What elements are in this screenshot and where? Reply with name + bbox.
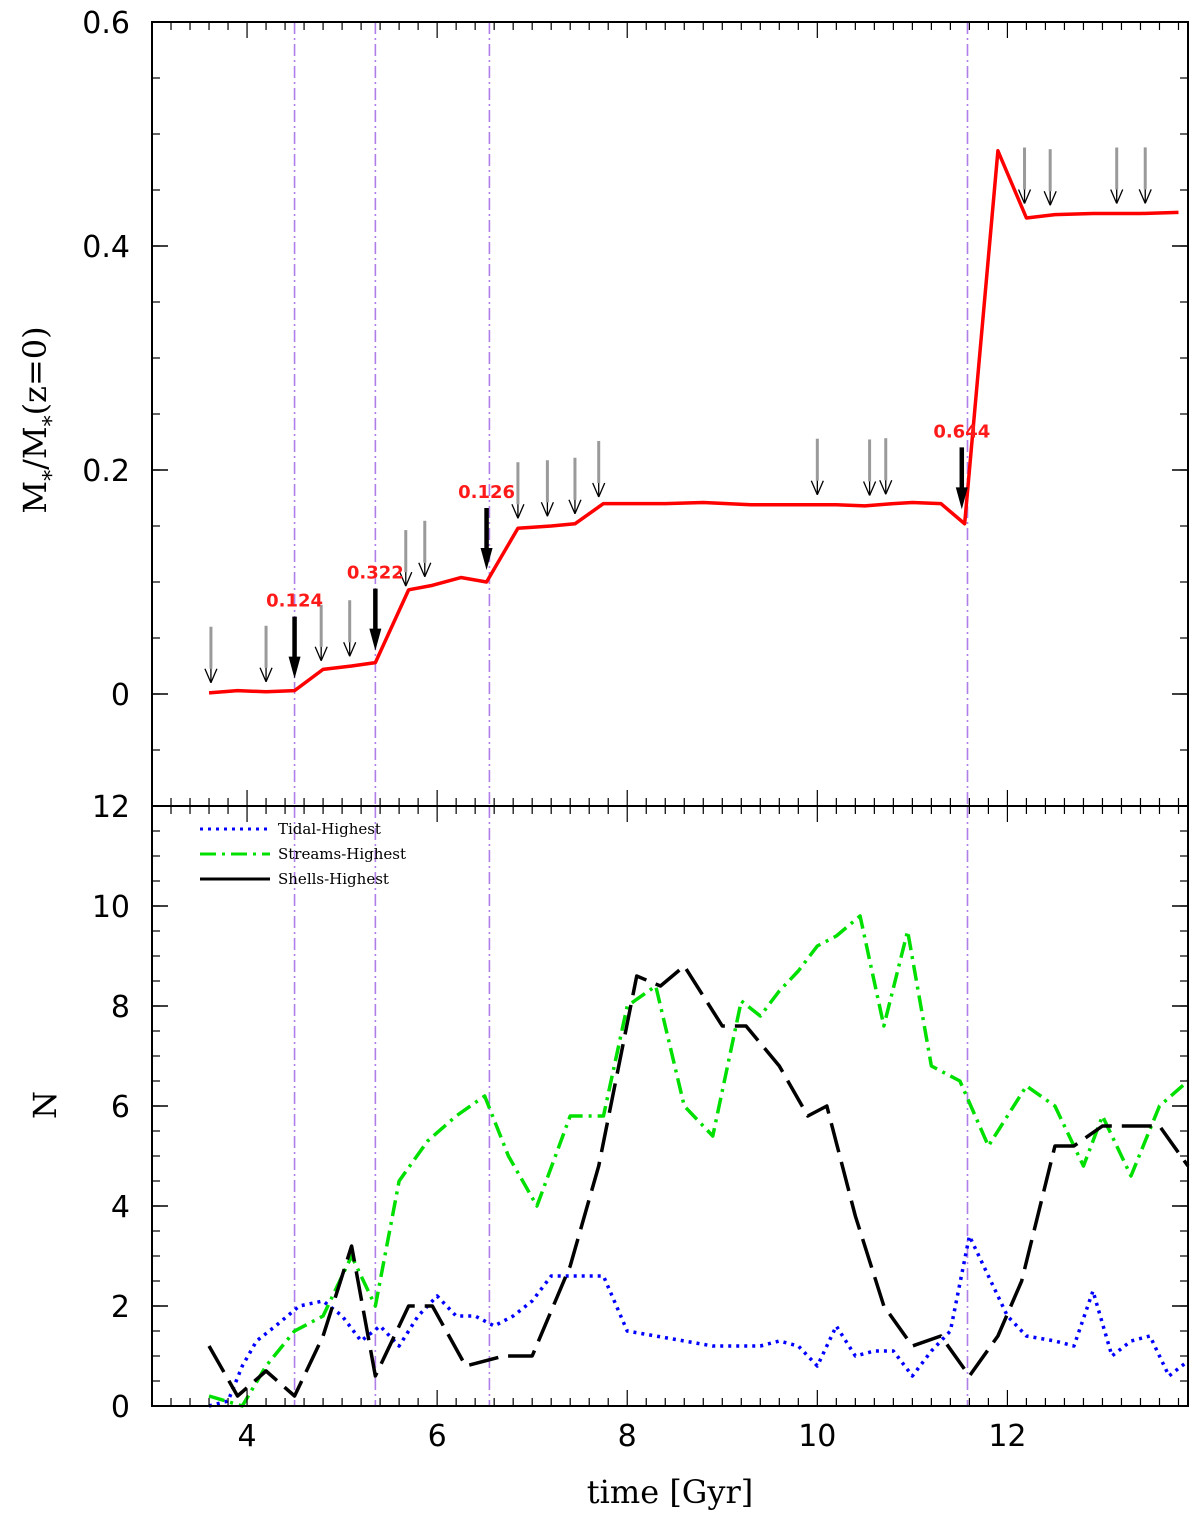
bottom-y-tick-label: 4 xyxy=(111,1190,130,1225)
bottom-plot-frame xyxy=(151,805,1189,1407)
x-tick-label: 8 xyxy=(618,1419,637,1454)
minor-arrow xyxy=(540,460,554,517)
merger-ratio-label: 0.644 xyxy=(933,421,990,442)
bottom-ticks: 0 2 4 6 8 10 12 4 6 8 10 12 xyxy=(92,790,1188,1454)
minor-arrow xyxy=(204,626,218,683)
merger-ratio-label: 0.124 xyxy=(266,591,323,612)
bottom-vertical-lines xyxy=(293,806,969,1406)
merger-ratio-label: 0.126 xyxy=(458,482,515,503)
legend-label: Streams-Highest xyxy=(278,845,406,863)
legend: Tidal-Highest Streams-Highest Shells-Highe… xyxy=(200,820,406,888)
bottom-y-tick-label: 8 xyxy=(111,990,130,1025)
bottom-y-tick-label: 10 xyxy=(92,890,130,925)
series-tidal-highest xyxy=(208,1234,1190,1408)
minor-arrow xyxy=(418,520,432,578)
top-annotations: 0.124 0.322 0.126 0.644 xyxy=(266,421,990,611)
bottom-y-axis-label: N xyxy=(26,1091,64,1119)
stellar-mass-line xyxy=(208,149,1179,695)
x-tick-label: 4 xyxy=(237,1419,256,1454)
top-y-axis-label: M*/M*(z=0) xyxy=(16,326,65,513)
minor-arrow xyxy=(879,438,893,495)
top-arrows xyxy=(204,147,1152,683)
minor-arrow xyxy=(810,438,824,495)
major-arrow xyxy=(480,508,493,570)
top-y-tick-label: 0.2 xyxy=(82,454,130,489)
x-tick-label: 12 xyxy=(988,1419,1026,1454)
bottom-frame xyxy=(151,805,1189,1407)
top-panel: 0.124 0.322 0.126 0.644 0 0.2 0.4 0.6 xyxy=(82,6,1189,807)
x-tick-label: 10 xyxy=(798,1419,836,1454)
major-arrow xyxy=(288,616,301,679)
legend-label: Shells-Highest xyxy=(278,870,389,888)
minor-arrow xyxy=(862,439,877,496)
top-ticks: 0 0.2 0.4 0.6 xyxy=(82,6,1188,807)
bottom-y-tick-label: 12 xyxy=(92,790,130,825)
top-frame xyxy=(151,21,1189,807)
minor-arrow xyxy=(592,440,606,498)
minor-arrow xyxy=(1138,147,1152,204)
minor-arrow xyxy=(314,604,328,662)
x-tick-label: 6 xyxy=(428,1419,447,1454)
major-arrow xyxy=(955,447,968,510)
legend-label: Tidal-Highest xyxy=(278,820,381,838)
bottom-y-tick-label: 6 xyxy=(111,1090,130,1125)
bottom-panel: Tidal-Highest Streams-Highest Shells-Highe… xyxy=(92,790,1190,1454)
top-vertical-lines xyxy=(293,22,969,806)
bottom-y-tick-label: 2 xyxy=(111,1290,130,1325)
minor-arrow xyxy=(568,457,582,515)
minor-arrow xyxy=(1017,147,1032,204)
minor-arrow xyxy=(511,462,525,519)
top-y-tick-label: 0 xyxy=(111,678,130,713)
major-arrow xyxy=(369,588,382,651)
bottom-y-tick-label: 0 xyxy=(111,1390,130,1425)
minor-arrow xyxy=(1110,147,1124,204)
top-y-tick-label: 0.4 xyxy=(82,230,130,265)
top-series xyxy=(208,149,1179,695)
x-axis-label: time [Gyr] xyxy=(587,1473,753,1511)
bottom-series xyxy=(207,914,1190,1408)
minor-arrow xyxy=(343,600,357,657)
minor-arrow xyxy=(259,625,273,683)
top-plot-frame xyxy=(151,21,1189,807)
series-streams-highest xyxy=(208,914,1190,1408)
minor-arrow xyxy=(399,530,413,587)
merger-ratio-label: 0.322 xyxy=(347,563,404,584)
top-y-tick-label: 0.6 xyxy=(82,6,130,41)
series-shells-highest xyxy=(207,964,1190,1398)
minor-arrow xyxy=(1043,149,1057,206)
